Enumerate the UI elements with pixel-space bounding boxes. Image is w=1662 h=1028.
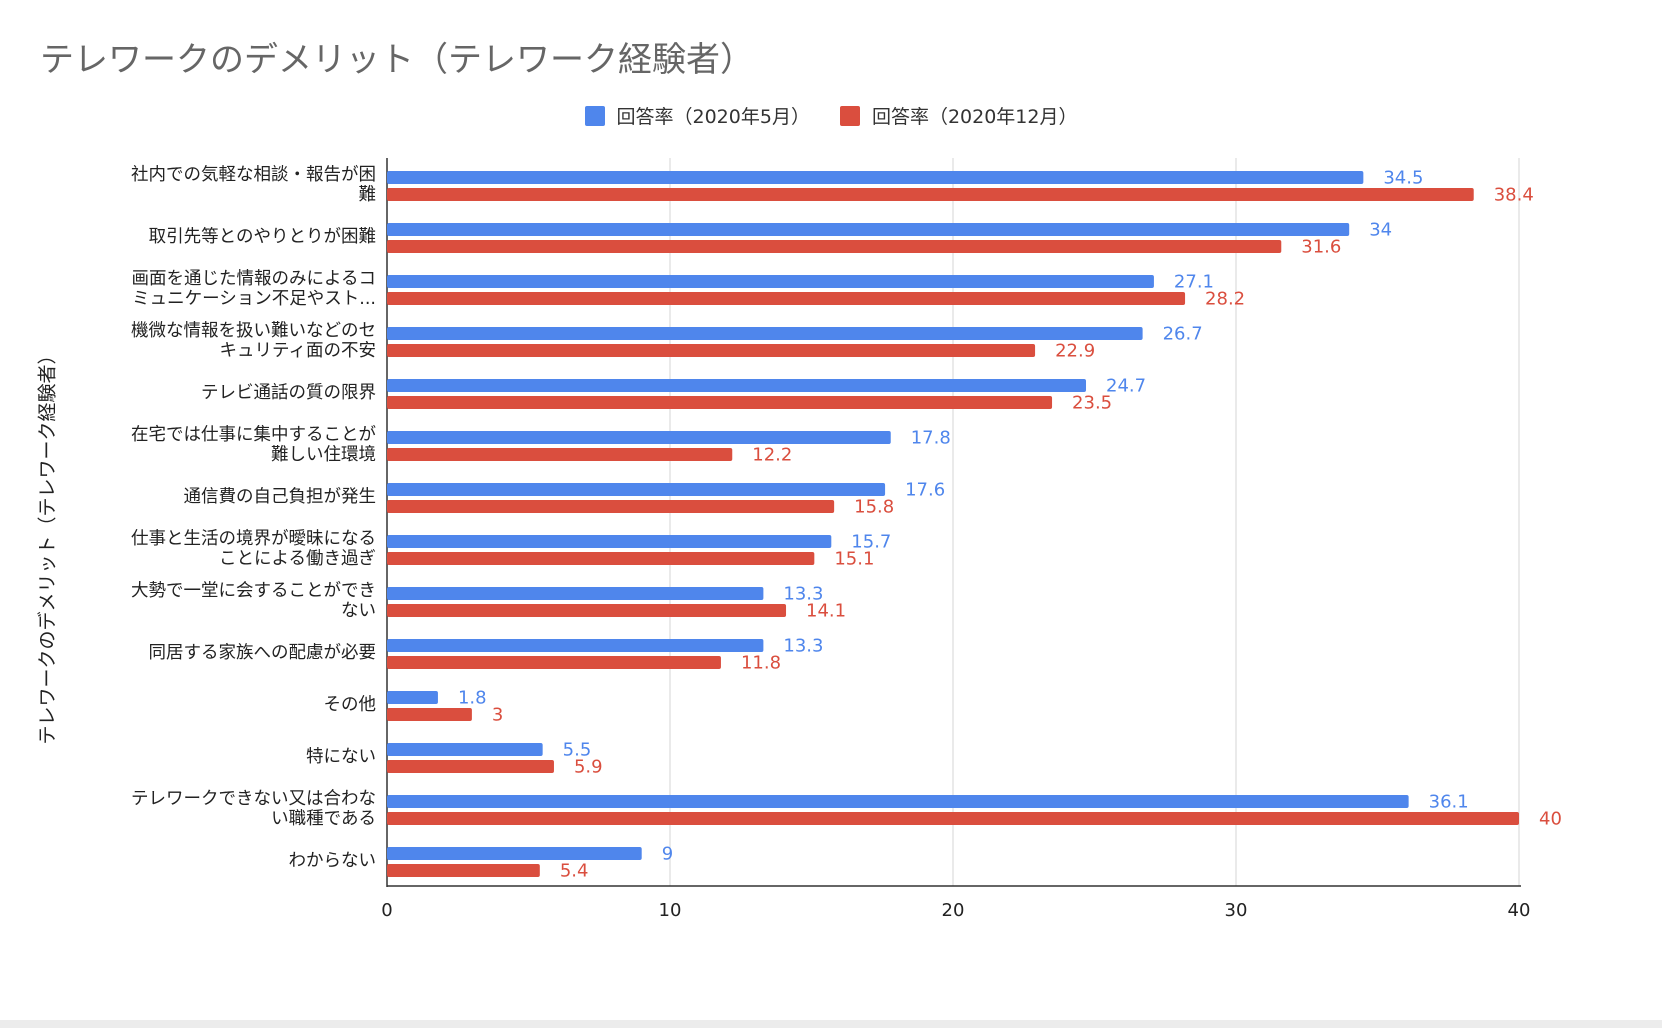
data-label-may-10: 1.8 [458, 688, 487, 709]
category-label-1-line-0: 取引先等とのやりとりが困難 [149, 227, 376, 247]
data-label-may-1: 34 [1369, 220, 1392, 241]
bar-dec-2 [387, 292, 1186, 305]
legend-swatch-dec [839, 105, 860, 126]
bar-dec-9 [387, 656, 721, 669]
data-label-dec-0: 38.4 [1494, 185, 1534, 206]
x-tick-label-2: 20 [942, 900, 965, 921]
category-label-5-line-0: 在宅では仕事に集中することが [131, 425, 376, 445]
legend-swatch-may [584, 105, 605, 126]
data-label-dec-6: 15.8 [854, 497, 894, 518]
category-label-0-line-1: 難 [359, 185, 377, 205]
data-label-dec-1: 31.6 [1301, 237, 1341, 258]
bar-dec-3 [387, 344, 1036, 357]
bar-dec-12 [387, 812, 1519, 825]
data-label-dec-11: 5.9 [574, 757, 603, 778]
legend: 回答率（2020年5月） 回答率（2020年12月） [0, 102, 1662, 129]
bar-may-8 [387, 587, 764, 600]
data-label-may-12: 36.1 [1429, 792, 1469, 813]
data-label-dec-4: 23.5 [1072, 393, 1112, 414]
data-label-dec-10: 3 [492, 705, 503, 726]
category-label-3-line-0: 機微な情報を扱い難いなどのセ [131, 321, 376, 341]
bar-dec-1 [387, 240, 1282, 253]
data-label-dec-12: 40 [1539, 809, 1562, 830]
bar-may-4 [387, 379, 1087, 392]
bar-dec-6 [387, 500, 835, 513]
bar-dec-13 [387, 864, 540, 877]
bottom-scroll-strip [0, 1020, 1662, 1028]
data-label-dec-13: 5.4 [560, 861, 589, 882]
x-tick-label-0: 0 [381, 900, 392, 921]
category-label-12-line-0: テレワークできない又は合わな [131, 789, 376, 809]
bar-dec-11 [387, 760, 554, 773]
bar-dec-7 [387, 552, 815, 565]
category-label-8-line-1: ない [341, 601, 376, 621]
legend-label-dec: 回答率（2020年12月） [871, 106, 1078, 128]
category-label-9-line-0: 同居する家族への配慮が必要 [149, 643, 377, 663]
bar-may-5 [387, 431, 891, 444]
category-label-11-line-0: 特にない [306, 747, 376, 767]
category-label-4-line-0: テレビ通話の質の限界 [201, 383, 376, 403]
category-label-7-line-0: 仕事と生活の境界が曖昧になる [131, 529, 376, 549]
bar-may-1 [387, 223, 1350, 236]
legend-label-may: 回答率（2020年5月） [616, 106, 810, 128]
bar-may-6 [387, 483, 886, 496]
bar-dec-4 [387, 396, 1053, 409]
category-label-8-line-0: 大勢で一堂に会することができ [131, 581, 376, 601]
data-label-may-13: 9 [662, 844, 673, 865]
data-label-may-2: 27.1 [1174, 272, 1214, 293]
data-label-may-5: 17.8 [911, 428, 951, 449]
chart-title: テレワークのデメリット（テレワーク経験者） [40, 40, 754, 80]
bar-may-11 [387, 743, 543, 756]
x-tick-label-4: 40 [1508, 900, 1531, 921]
x-tick-label-1: 10 [659, 900, 682, 921]
category-label-7-line-1: ことによる働き過ぎ [219, 549, 376, 569]
category-label-13-line-0: わからない [289, 851, 377, 871]
data-label-dec-7: 15.1 [834, 549, 874, 570]
category-label-3-line-1: キュリティ面の不安 [220, 341, 376, 361]
data-label-may-4: 24.7 [1106, 376, 1146, 397]
bar-may-2 [387, 275, 1154, 288]
category-label-6-line-0: 通信費の自己負担が発生 [184, 487, 377, 507]
data-label-may-3: 26.7 [1163, 324, 1203, 345]
data-label-may-8: 13.3 [783, 584, 823, 605]
category-label-2-line-0: 画面を通じた情報のみによるコ [132, 269, 376, 289]
data-label-dec-9: 11.8 [741, 653, 781, 674]
bar-may-7 [387, 535, 832, 548]
category-label-12-line-1: い職種である [271, 809, 376, 829]
category-label-5-line-1: 難しい住環境 [271, 445, 376, 465]
x-tick-label-3: 30 [1225, 900, 1248, 921]
legend-item-dec[interactable]: 回答率（2020年12月） [839, 102, 1078, 129]
bar-dec-10 [387, 708, 472, 721]
bar-dec-8 [387, 604, 787, 617]
data-label-may-7: 15.7 [851, 532, 891, 553]
category-label-0-line-0: 社内での気軽な相談・報告が困 [131, 165, 376, 185]
data-label-may-9: 13.3 [783, 636, 823, 657]
bar-may-9 [387, 639, 764, 652]
bar-may-10 [387, 691, 438, 704]
legend-item-may[interactable]: 回答率（2020年5月） [584, 102, 810, 129]
bar-dec-5 [387, 448, 733, 461]
bar-may-3 [387, 327, 1143, 340]
data-label-dec-2: 28.2 [1205, 289, 1245, 310]
category-label-2-line-1: ミュニケーション不足やスト... [132, 289, 376, 309]
bar-may-12 [387, 795, 1409, 808]
data-label-dec-5: 12.2 [752, 445, 792, 466]
data-label-may-6: 17.6 [905, 480, 945, 501]
data-label-dec-3: 22.9 [1055, 341, 1095, 362]
category-label-10-line-0: その他 [324, 695, 377, 715]
data-label-may-0: 34.5 [1383, 168, 1423, 189]
bar-dec-0 [387, 188, 1474, 201]
data-label-dec-8: 14.1 [806, 601, 846, 622]
bar-may-0 [387, 171, 1364, 184]
bar-may-13 [387, 847, 642, 860]
data-label-may-11: 5.5 [563, 740, 592, 761]
